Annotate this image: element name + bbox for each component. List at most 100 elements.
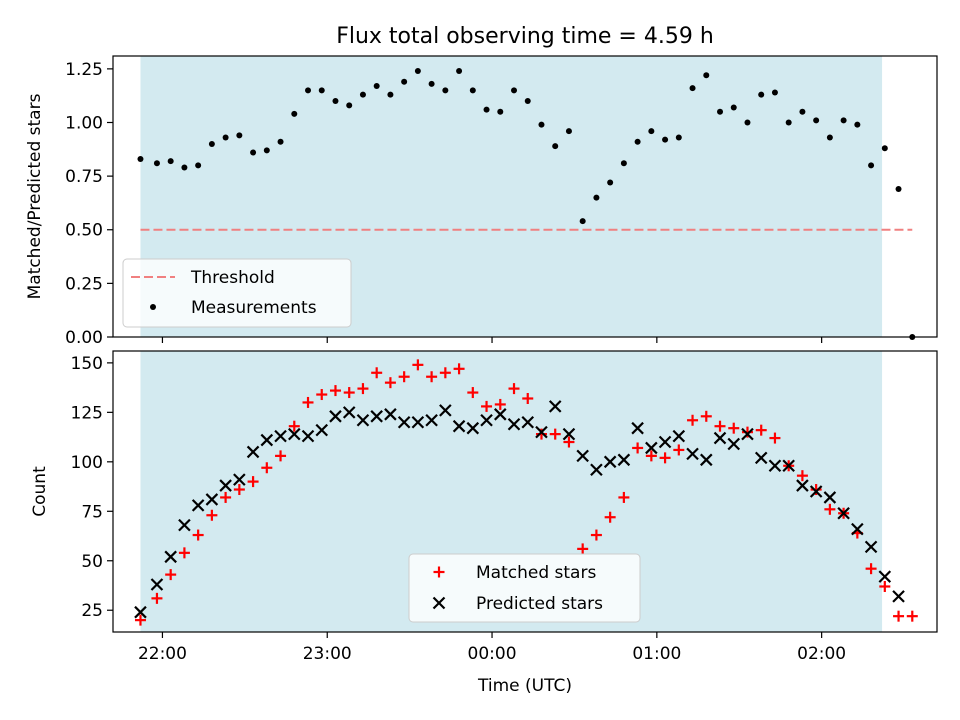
measurement-point xyxy=(137,155,144,162)
matched-star-point xyxy=(398,371,410,383)
marker-stroke xyxy=(768,459,782,473)
predicted-star-point xyxy=(892,590,905,603)
predicted-star-point xyxy=(246,445,260,459)
marker-stroke xyxy=(384,408,397,421)
measurement-point xyxy=(662,136,669,143)
matched-star-point xyxy=(522,392,534,404)
measurement-point xyxy=(208,140,215,147)
predicted-star-point xyxy=(397,415,411,429)
measurement-point xyxy=(236,132,243,139)
matched-star-point xyxy=(590,529,602,541)
matched-star-point xyxy=(645,450,657,462)
matched-star-point xyxy=(741,426,753,438)
measurement-point xyxy=(195,162,202,169)
measurement-point xyxy=(538,121,545,128)
matched-star-point xyxy=(384,377,396,389)
matched-star-point xyxy=(467,387,479,399)
matched-star-point xyxy=(494,398,506,410)
measurement-point xyxy=(346,102,353,109)
top-y-axis-label: Matched/Predicted stars xyxy=(25,93,45,299)
measurement-point xyxy=(730,104,737,111)
bottom-x-ticks: 22:00 23:00 00:00 01:00 02:00 xyxy=(138,632,846,664)
predicted-star-point xyxy=(178,518,191,532)
predicted-legend-swatch xyxy=(432,596,446,610)
matched-star-point xyxy=(687,414,699,426)
matched-star-point xyxy=(192,529,204,541)
predicted-star-point xyxy=(150,578,164,591)
marker-stroke xyxy=(851,522,864,536)
marker-stroke xyxy=(480,413,493,427)
measurement-point xyxy=(373,83,380,90)
x-axis-label: Time (UTC) xyxy=(477,676,572,696)
predicted-star-point xyxy=(439,404,452,417)
matched-star-point xyxy=(618,491,630,503)
measurement-point xyxy=(469,87,476,94)
predicted-star-point xyxy=(631,421,644,435)
top-legend: Threshold Measurements xyxy=(122,258,352,328)
matched-star-point xyxy=(288,420,300,432)
predicted-star-point xyxy=(134,605,147,619)
y-tick-label: 150 xyxy=(71,354,103,374)
predicted-star-point xyxy=(672,429,686,443)
measurement-point xyxy=(332,98,339,105)
marker-stroke xyxy=(645,441,658,455)
legend-marker xyxy=(432,596,446,610)
top-legend-box xyxy=(122,258,352,328)
marker-stroke xyxy=(754,451,768,465)
predicted-star-point xyxy=(411,415,425,429)
y-tick-label: 125 xyxy=(71,403,103,423)
matched-star-point xyxy=(796,470,808,482)
y-tick-label: 25 xyxy=(81,601,103,621)
predicted-star-point xyxy=(535,425,548,439)
predicted-star-point xyxy=(288,427,301,441)
measurement-point xyxy=(703,72,710,79)
marker-stroke xyxy=(134,605,147,619)
measurement-point xyxy=(813,117,820,124)
marker-stroke xyxy=(274,429,287,443)
marker-stroke xyxy=(617,453,631,467)
predicted-star-point xyxy=(562,427,576,441)
predicted-star-point xyxy=(521,415,535,429)
marker-stroke xyxy=(796,479,809,492)
y-tick-label: 0.00 xyxy=(65,328,103,348)
matched-star-point xyxy=(673,444,685,456)
measurement-point xyxy=(167,158,174,165)
bottom-axes-frame xyxy=(112,350,938,633)
measurement-point xyxy=(456,68,463,75)
y-tick-label: 0.25 xyxy=(65,274,103,294)
legend-label-predicted: Predicted stars xyxy=(476,594,603,614)
marker-stroke xyxy=(576,449,589,463)
y-tick-label: 100 xyxy=(71,453,103,473)
measurement-point xyxy=(483,106,490,113)
matched-star-point xyxy=(865,563,877,575)
marker-stroke xyxy=(260,433,274,447)
marker-stroke xyxy=(631,421,644,435)
predicted-star-point xyxy=(782,459,795,473)
predicted-star-point xyxy=(837,506,850,520)
matched-star-point xyxy=(439,367,451,379)
predicted-star-point xyxy=(576,449,589,463)
predicted-star-point xyxy=(700,453,713,467)
marker-stroke xyxy=(562,427,576,441)
matched-star-point xyxy=(316,389,328,401)
matched-star-point xyxy=(233,484,245,496)
marker-stroke xyxy=(672,429,686,443)
predicted-star-point xyxy=(590,463,603,477)
measurement-point xyxy=(222,134,229,141)
chart-title: Flux total observing time = 4.59 h xyxy=(336,24,714,49)
marker-stroke xyxy=(713,431,727,445)
predicted-star-point xyxy=(315,423,329,437)
marker-stroke xyxy=(425,413,438,427)
marker-stroke xyxy=(507,417,521,431)
predicted-star-point xyxy=(480,413,493,427)
matched-star-point xyxy=(769,432,781,444)
measurement-point xyxy=(153,160,160,167)
marker-stroke xyxy=(727,437,741,451)
matched-star-point xyxy=(453,363,465,375)
x-tick-label: 23:00 xyxy=(303,644,352,664)
marker-stroke xyxy=(397,415,411,429)
marker-stroke xyxy=(548,400,562,413)
marker-stroke xyxy=(315,423,329,437)
y-tick-label: 0.75 xyxy=(65,167,103,187)
